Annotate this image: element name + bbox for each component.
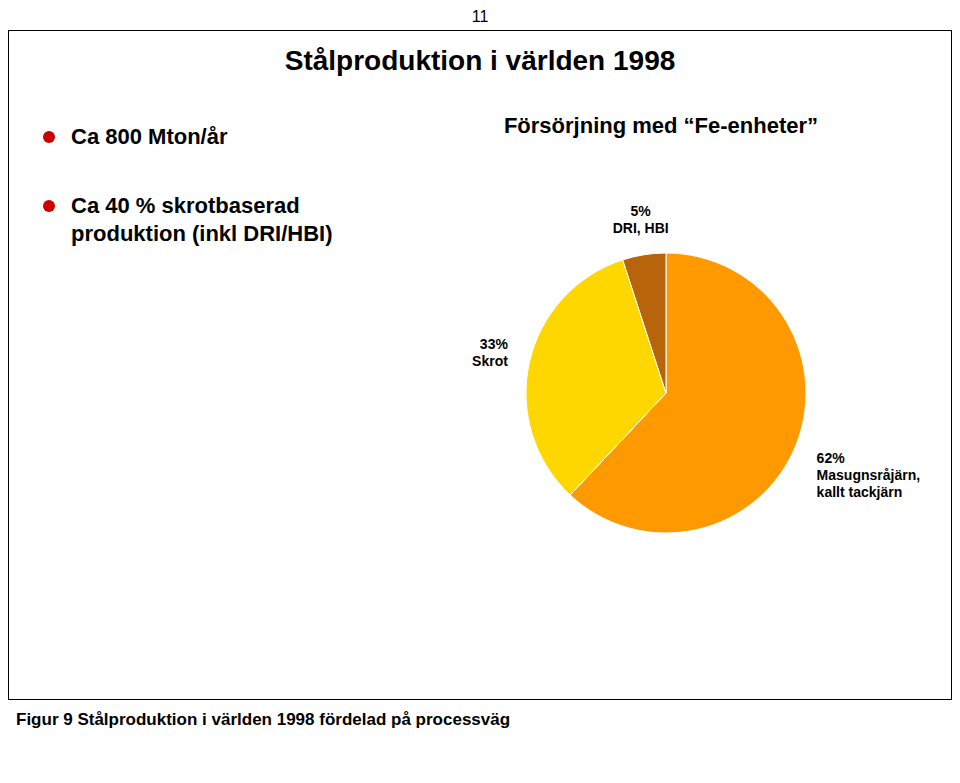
- html-text:Figur 9 Stålproduktion i värld: Figur 9 Stålproduktion i världen 1998 fö…: [16, 710, 511, 729]
- html-text:Försörjning med “Fe-enheter”: Försörjning med “Fe-enheter”: [503, 113, 819, 138]
- svg-text:5%DRI, HBI: 5%DRI, HBI: [613, 203, 669, 236]
- html-text:Stålproduktion i världen 1998: Stålproduktion i världen 1998: [284, 45, 676, 76]
- html-text:11: 11: [471, 8, 489, 25]
- svg-text:62%Masugnsråjärn,kallt tackjär: 62%Masugnsråjärn,kallt tackjärn: [817, 450, 920, 500]
- svg-text:33%Skrot: 33%Skrot: [472, 336, 508, 369]
- html-text:Ca 800 Mton/år: Ca 800 Mton/år: [71, 124, 228, 149]
- html-text:Ca 40 % skrotbaserad produktio: Ca 40 % skrotbaserad produktion (inkl DR…: [71, 192, 333, 247]
